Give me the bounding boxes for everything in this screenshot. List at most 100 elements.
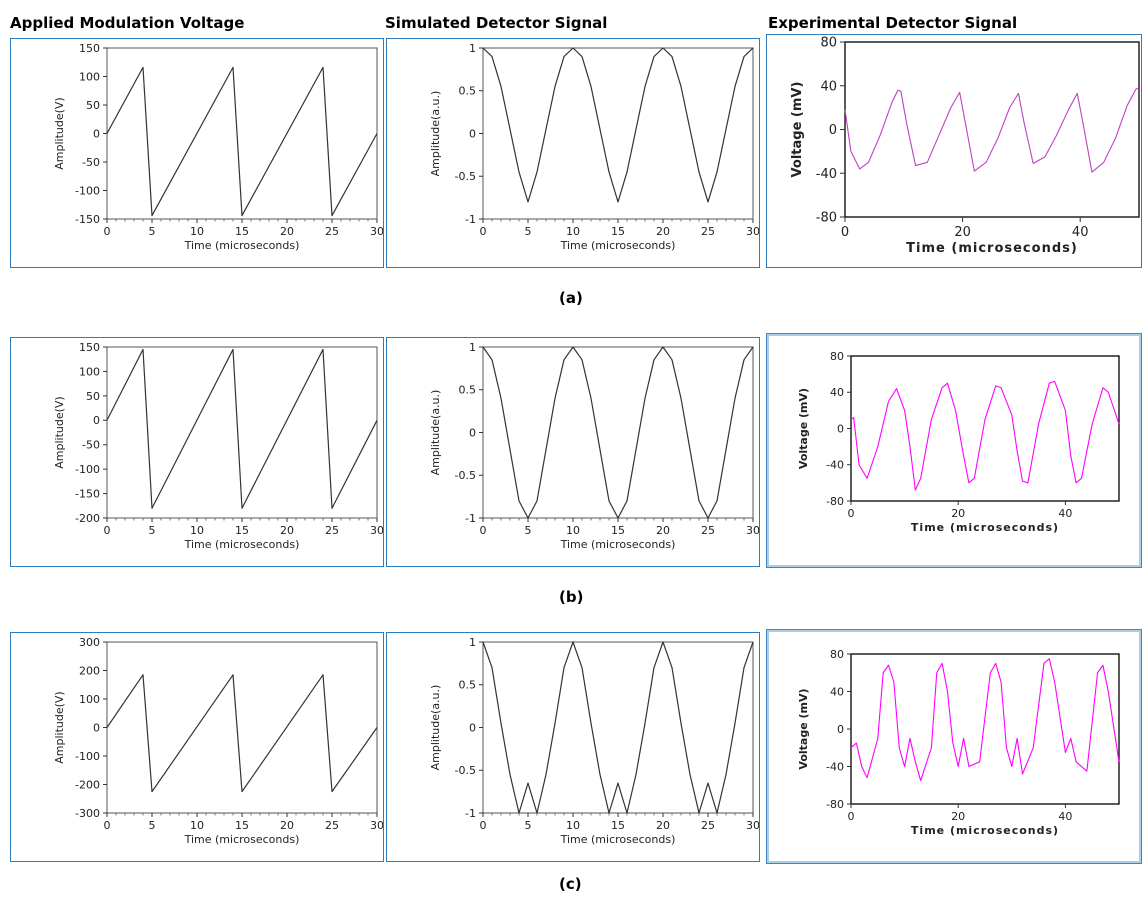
x-tick-label: 5 bbox=[525, 225, 532, 238]
y-tick-label: 0 bbox=[469, 721, 476, 734]
x-axis-label: Time (microseconds) bbox=[184, 239, 300, 252]
x-axis-label: Time (microseconds) bbox=[560, 538, 676, 551]
chart-c-simulated-signal: 1 0.5 0 -0.5 -1 0 5 10 15 20 25 30 Time (microsecond… bbox=[386, 632, 760, 862]
y-tick-label: 100 bbox=[79, 70, 100, 83]
y-tick-label: 40 bbox=[830, 685, 844, 698]
x-tick-label: 5 bbox=[525, 524, 532, 537]
y-tick-label: -0.5 bbox=[455, 170, 476, 183]
plot-frame bbox=[482, 641, 754, 814]
x-tick-label: 25 bbox=[325, 524, 339, 537]
x-tick-label: 25 bbox=[325, 819, 339, 832]
y-axis-label: Voltage (mV) bbox=[797, 688, 810, 769]
y-tick-label: -80 bbox=[826, 495, 844, 508]
y-tick-label: 80 bbox=[830, 350, 844, 363]
x-tick-label: 20 bbox=[954, 225, 971, 240]
y-tick-label: -80 bbox=[826, 798, 844, 811]
plot-frame bbox=[850, 355, 1120, 502]
y-axis-label: Amplitude(a.u.) bbox=[429, 685, 442, 771]
x-tick-label: 20 bbox=[951, 507, 965, 520]
y-tick-label: 200 bbox=[79, 664, 100, 677]
plot-frame bbox=[482, 47, 754, 220]
y-tick-label: -40 bbox=[816, 167, 837, 182]
chart-b-experimental-signal: 80 40 0 -40 -80 0 20 40 Time (microseconds) Volta… bbox=[766, 333, 1142, 568]
x-tick-label: 15 bbox=[235, 225, 249, 238]
x-tick-label: 10 bbox=[566, 524, 580, 537]
y-tick-label: 300 bbox=[79, 636, 100, 649]
y-axis-label: Amplitude(a.u.) bbox=[429, 91, 442, 177]
y-tick-label: 0 bbox=[93, 414, 100, 427]
x-tick-label: 30 bbox=[746, 524, 759, 537]
header-experimental-detector-signal: Experimental Detector Signal bbox=[768, 14, 1018, 32]
header-applied-modulation-voltage: Applied Modulation Voltage bbox=[10, 14, 245, 32]
x-tick-label: 20 bbox=[280, 225, 294, 238]
y-tick-label: 50 bbox=[86, 99, 100, 112]
x-tick-label: 30 bbox=[370, 225, 383, 238]
y-tick-label: 0 bbox=[837, 422, 844, 435]
x-tick-label: 0 bbox=[104, 819, 111, 832]
y-tick-label: -0.5 bbox=[455, 469, 476, 482]
x-tick-label: 40 bbox=[1058, 810, 1072, 823]
row-label-b: (b) bbox=[559, 588, 584, 606]
y-tick-label: 0.5 bbox=[459, 679, 477, 692]
x-tick-label: 0 bbox=[480, 819, 487, 832]
y-tick-label: 0.5 bbox=[459, 384, 477, 397]
y-tick-label: 0 bbox=[469, 127, 476, 140]
y-tick-label: -0.5 bbox=[455, 764, 476, 777]
x-tick-label: 25 bbox=[701, 225, 715, 238]
chart-b-applied-voltage: 150 100 50 0 -50 -100 -150 -200 0 5 10 15 20 25 30 Time… bbox=[10, 337, 384, 567]
x-tick-label: 0 bbox=[480, 524, 487, 537]
y-axis-label: Amplitude(a.u.) bbox=[429, 390, 442, 476]
chart-c-applied-voltage: 300 200 100 0 -100 -200 -300 0 5 10 15 20 25 30 Time (… bbox=[10, 632, 384, 862]
row-label-c: (c) bbox=[559, 875, 582, 893]
y-tick-label: 80 bbox=[830, 648, 844, 661]
x-tick-label: 0 bbox=[104, 524, 111, 537]
y-tick-label: 100 bbox=[79, 365, 100, 378]
y-tick-label: 150 bbox=[79, 42, 100, 55]
x-axis-label: Time (microseconds) bbox=[906, 241, 1078, 256]
x-tick-label: 0 bbox=[848, 810, 855, 823]
chart-a-applied-voltage: 150 100 50 0 -50 -100 -150 0 5 10 15 20 25 30 Time (mi… bbox=[10, 38, 384, 268]
x-tick-label: 5 bbox=[149, 524, 156, 537]
x-tick-label: 30 bbox=[370, 819, 383, 832]
y-tick-label: 1 bbox=[469, 636, 476, 649]
y-tick-label: -150 bbox=[75, 488, 100, 501]
x-tick-label: 10 bbox=[190, 524, 204, 537]
x-tick-label: 0 bbox=[841, 225, 849, 240]
plot-frame bbox=[482, 346, 754, 519]
y-tick-label: 0 bbox=[837, 723, 844, 736]
y-tick-label: -200 bbox=[75, 778, 100, 791]
series-line bbox=[106, 66, 378, 217]
y-tick-label: -80 bbox=[816, 211, 837, 226]
x-axis-label: Time (microseconds) bbox=[911, 521, 1059, 534]
y-tick-label: -100 bbox=[75, 463, 100, 476]
series-line bbox=[850, 658, 1120, 782]
y-axis-label: Amplitude(V) bbox=[53, 691, 66, 763]
header-simulated-detector-signal: Simulated Detector Signal bbox=[385, 14, 608, 32]
x-tick-label: 0 bbox=[848, 507, 855, 520]
x-tick-label: 30 bbox=[746, 225, 759, 238]
y-axis-label: Amplitude(V) bbox=[53, 97, 66, 169]
y-tick-label: 0.5 bbox=[459, 85, 477, 98]
y-axis-label: Amplitude(V) bbox=[53, 396, 66, 468]
plot-frame bbox=[850, 653, 1120, 805]
x-tick-label: 5 bbox=[525, 819, 532, 832]
y-tick-label: 0 bbox=[829, 123, 837, 138]
x-tick-label: 15 bbox=[235, 819, 249, 832]
x-tick-label: 25 bbox=[701, 524, 715, 537]
y-axis-label: Voltage (mV) bbox=[797, 388, 810, 469]
chart-c-experimental-signal: 80 40 0 -40 -80 0 20 40 Time (microseconds) Volta… bbox=[766, 629, 1142, 864]
x-tick-label: 20 bbox=[656, 225, 670, 238]
chart-b-simulated-signal: 1 0.5 0 -0.5 -1 0 5 10 15 20 25 30 Time (microsecond… bbox=[386, 337, 760, 567]
series-line bbox=[106, 348, 378, 509]
series-line bbox=[844, 87, 1140, 173]
y-tick-label: 1 bbox=[469, 341, 476, 354]
x-tick-label: 10 bbox=[566, 819, 580, 832]
x-tick-label: 30 bbox=[370, 524, 383, 537]
x-tick-label: 40 bbox=[1072, 225, 1089, 240]
x-tick-label: 20 bbox=[656, 524, 670, 537]
x-tick-label: 10 bbox=[190, 819, 204, 832]
y-tick-label: 1 bbox=[469, 42, 476, 55]
x-tick-label: 10 bbox=[566, 225, 580, 238]
series-line bbox=[482, 346, 754, 519]
chart-a-simulated-signal: 1 0.5 0 -0.5 -1 0 5 10 15 20 25 30 Time (microsecond… bbox=[386, 38, 760, 268]
